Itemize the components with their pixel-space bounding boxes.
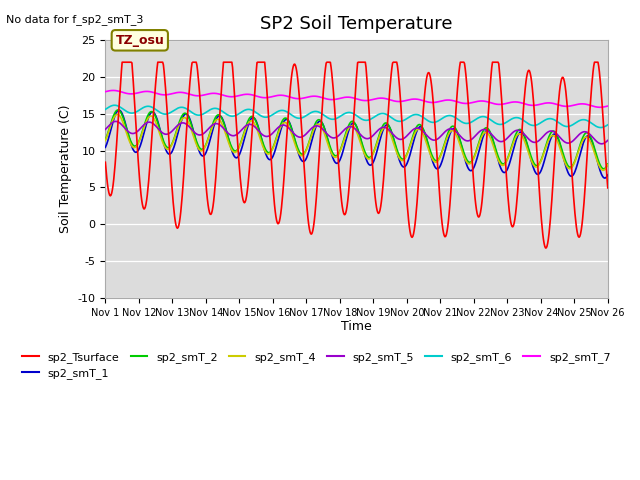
- X-axis label: Time: Time: [341, 321, 372, 334]
- Y-axis label: Soil Temperature (C): Soil Temperature (C): [59, 105, 72, 233]
- Text: TZ_osu: TZ_osu: [115, 34, 164, 47]
- Legend: sp2_Tsurface, sp2_smT_1, sp2_smT_2, sp2_smT_4, sp2_smT_5, sp2_smT_6, sp2_smT_7: sp2_Tsurface, sp2_smT_1, sp2_smT_2, sp2_…: [18, 348, 615, 384]
- Text: No data for f_sp2_smT_3: No data for f_sp2_smT_3: [6, 14, 144, 25]
- Title: SP2 Soil Temperature: SP2 Soil Temperature: [260, 15, 453, 33]
